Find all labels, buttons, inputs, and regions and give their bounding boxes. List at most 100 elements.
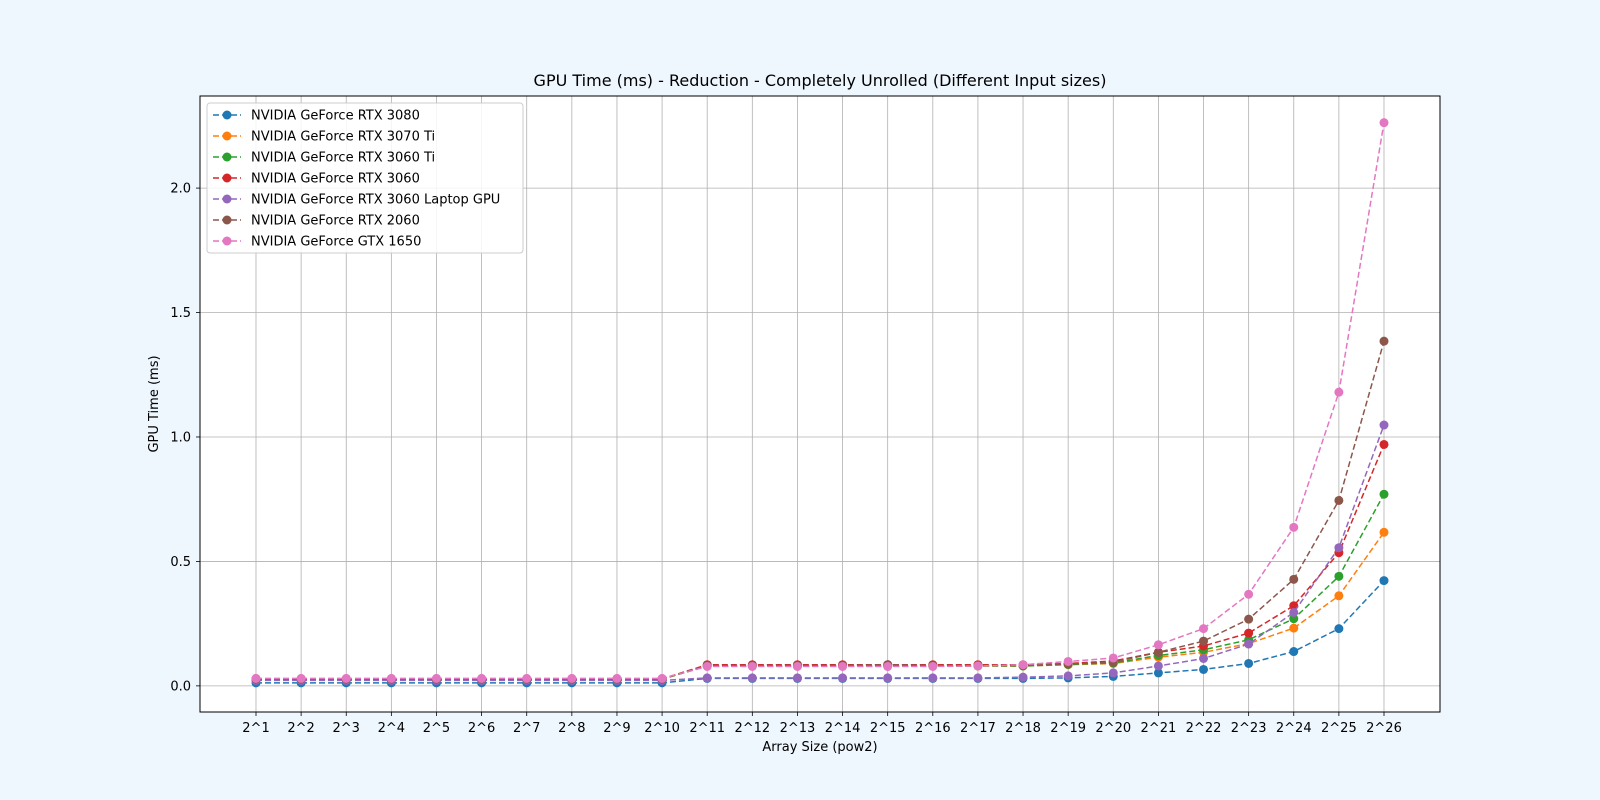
data-point <box>1289 607 1299 617</box>
y-tick-label: 1.5 <box>170 306 191 321</box>
series-line <box>256 424 1385 682</box>
legend-box <box>206 102 524 254</box>
legend-marker <box>222 110 232 120</box>
data-point <box>747 673 757 683</box>
legend-label: NVIDIA GeForce GTX 1650 <box>251 235 421 250</box>
data-point <box>341 673 351 683</box>
data-point <box>251 673 261 683</box>
data-point <box>1199 664 1209 674</box>
data-point <box>973 661 983 671</box>
legend-label: NVIDIA GeForce RTX 3060 <box>251 172 420 187</box>
legend-item: NVIDIA GeForce GTX 1650 <box>213 235 421 250</box>
legend-marker <box>222 236 232 246</box>
chart-title: GPU Time (ms) - Reduction - Completely U… <box>534 71 1107 90</box>
series-line <box>256 122 1385 680</box>
legend-item: NVIDIA GeForce RTX 3070 Ti <box>213 130 435 145</box>
x-tick-label: 2^1 <box>242 721 269 736</box>
data-point <box>657 673 667 683</box>
x-tick-label: 2^2 <box>287 721 314 736</box>
data-point <box>1334 387 1344 397</box>
data-point <box>1379 489 1389 499</box>
legend-label: NVIDIA GeForce RTX 3080 <box>251 109 420 124</box>
y-tick-label: 2.0 <box>170 182 191 197</box>
x-tick-label: 2^3 <box>333 721 360 736</box>
x-tick-label: 2^17 <box>960 721 996 736</box>
data-point <box>296 673 306 683</box>
y-tick-label: 0.5 <box>170 555 191 570</box>
data-point <box>1199 653 1209 663</box>
data-point <box>1063 671 1073 681</box>
x-tick-label: 2^6 <box>468 721 495 736</box>
x-tick-label: 2^5 <box>423 721 450 736</box>
data-point <box>1153 647 1163 657</box>
legend: NVIDIA GeForce RTX 3080 NVIDIA GeForce RT… <box>206 102 524 254</box>
data-point <box>1018 660 1028 670</box>
x-tick-label: 2^16 <box>915 721 951 736</box>
legend-marker <box>222 173 232 183</box>
x-tick-label: 2^19 <box>1050 721 1086 736</box>
data-point <box>1244 639 1254 649</box>
data-point <box>1334 571 1344 581</box>
data-point <box>1289 647 1299 657</box>
x-axis-label: Array Size (pow2) <box>762 740 877 755</box>
data-point <box>792 673 802 683</box>
data-point <box>1334 495 1344 505</box>
data-point <box>1108 668 1118 678</box>
data-point <box>747 661 757 671</box>
data-point <box>1244 614 1254 624</box>
data-point <box>1289 574 1299 584</box>
legend-item: NVIDIA GeForce RTX 2060 <box>213 214 420 229</box>
legend-marker <box>222 215 232 225</box>
data-point <box>1289 623 1299 633</box>
legend-marker <box>222 131 232 141</box>
y-axis: 0.0 0.5 1.0 1.5 2.0 <box>170 182 200 694</box>
data-point <box>973 673 983 683</box>
x-tick-label: 2^8 <box>558 721 585 736</box>
data-point <box>1153 661 1163 671</box>
x-tick-label: 2^14 <box>825 721 861 736</box>
data-point <box>1108 653 1118 663</box>
x-tick-label: 2^26 <box>1366 721 1402 736</box>
data-point <box>1334 543 1344 553</box>
x-tick-label: 2^4 <box>378 721 405 736</box>
data-point <box>928 661 938 671</box>
data-point <box>838 661 848 671</box>
series-nvidia-geforce-gtx-1650 <box>251 118 1389 683</box>
legend-label: NVIDIA GeForce RTX 3070 Ti <box>251 130 435 145</box>
data-point <box>1334 591 1344 601</box>
data-point <box>702 661 712 671</box>
x-tick-label: 2^21 <box>1141 721 1177 736</box>
data-point <box>883 661 893 671</box>
data-point <box>883 673 893 683</box>
plot-frame <box>199 95 1441 713</box>
data-point <box>1379 420 1389 430</box>
data-point <box>522 673 532 683</box>
data-point <box>1289 522 1299 532</box>
legend-item: NVIDIA GeForce RTX 3060 Laptop GPU <box>213 193 500 208</box>
data-point <box>1199 636 1209 646</box>
x-tick-label: 2^25 <box>1321 721 1357 736</box>
x-tick-label: 2^24 <box>1276 721 1312 736</box>
series-line <box>256 580 1385 684</box>
legend-item: NVIDIA GeForce RTX 3060 <box>213 172 420 187</box>
data-point <box>1018 672 1028 682</box>
legend-marker <box>222 152 232 162</box>
data-point <box>567 673 577 683</box>
data-point <box>612 673 622 683</box>
legend-item: NVIDIA GeForce RTX 3080 <box>213 109 420 124</box>
data-point <box>1379 118 1389 128</box>
data-point <box>1153 640 1163 650</box>
x-tick-label: 2^9 <box>603 721 630 736</box>
data-point <box>431 673 441 683</box>
x-tick-label: 2^7 <box>513 721 540 736</box>
data-point <box>702 673 712 683</box>
x-tick-label: 2^22 <box>1186 721 1222 736</box>
legend-label: NVIDIA GeForce RTX 2060 <box>251 214 420 229</box>
legend-marker <box>222 194 232 204</box>
legend-item: NVIDIA GeForce RTX 3060 Ti <box>213 151 435 166</box>
legend-label: NVIDIA GeForce RTX 3060 Laptop GPU <box>251 193 500 208</box>
x-tick-label: 2^18 <box>1005 721 1041 736</box>
data-point <box>1153 668 1163 678</box>
data-point <box>1334 624 1344 634</box>
